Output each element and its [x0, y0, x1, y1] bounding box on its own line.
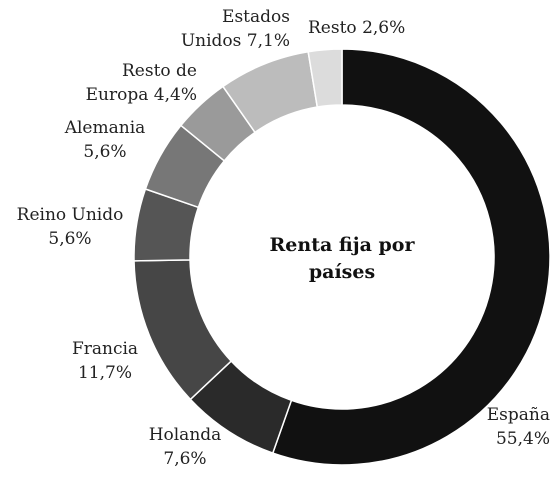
slice-label: Holanda 7,6%	[130, 423, 240, 471]
value-label: 4,4%	[153, 85, 197, 105]
category-label: España	[486, 405, 550, 425]
slice-label: Estados Unidos 7,1%	[178, 5, 290, 53]
category-label: Resto	[308, 18, 357, 38]
slice-label: Francia 11,7%	[50, 337, 160, 385]
category-label: Estados Unidos	[180, 7, 290, 51]
chart-title: Renta fija por países	[269, 234, 415, 283]
donut-segment	[271, 48, 551, 466]
category-label: Reino Unido	[16, 205, 124, 225]
slice-label: Alemania 5,6%	[50, 116, 160, 164]
slice-label: Resto 2,6%	[308, 16, 428, 40]
value-label: 11,7%	[77, 363, 132, 383]
value-label: 55,4%	[495, 429, 550, 449]
category-label: Alemania	[64, 118, 146, 138]
donut-segment	[307, 48, 343, 108]
slice-label: España 55,4%	[440, 403, 550, 451]
value-label: 5,6%	[48, 229, 92, 249]
value-label: 7,1%	[246, 31, 290, 51]
category-label: Holanda	[148, 425, 222, 445]
slice-label: Reino Unido 5,6%	[5, 203, 135, 251]
value-label: 2,6%	[362, 18, 406, 38]
slice-label: Resto de Europa 4,4%	[85, 59, 197, 107]
category-label: Resto de Europa	[85, 61, 197, 105]
category-label: Francia	[71, 339, 139, 359]
value-label: 7,6%	[163, 449, 207, 469]
value-label: 5,6%	[83, 142, 127, 162]
